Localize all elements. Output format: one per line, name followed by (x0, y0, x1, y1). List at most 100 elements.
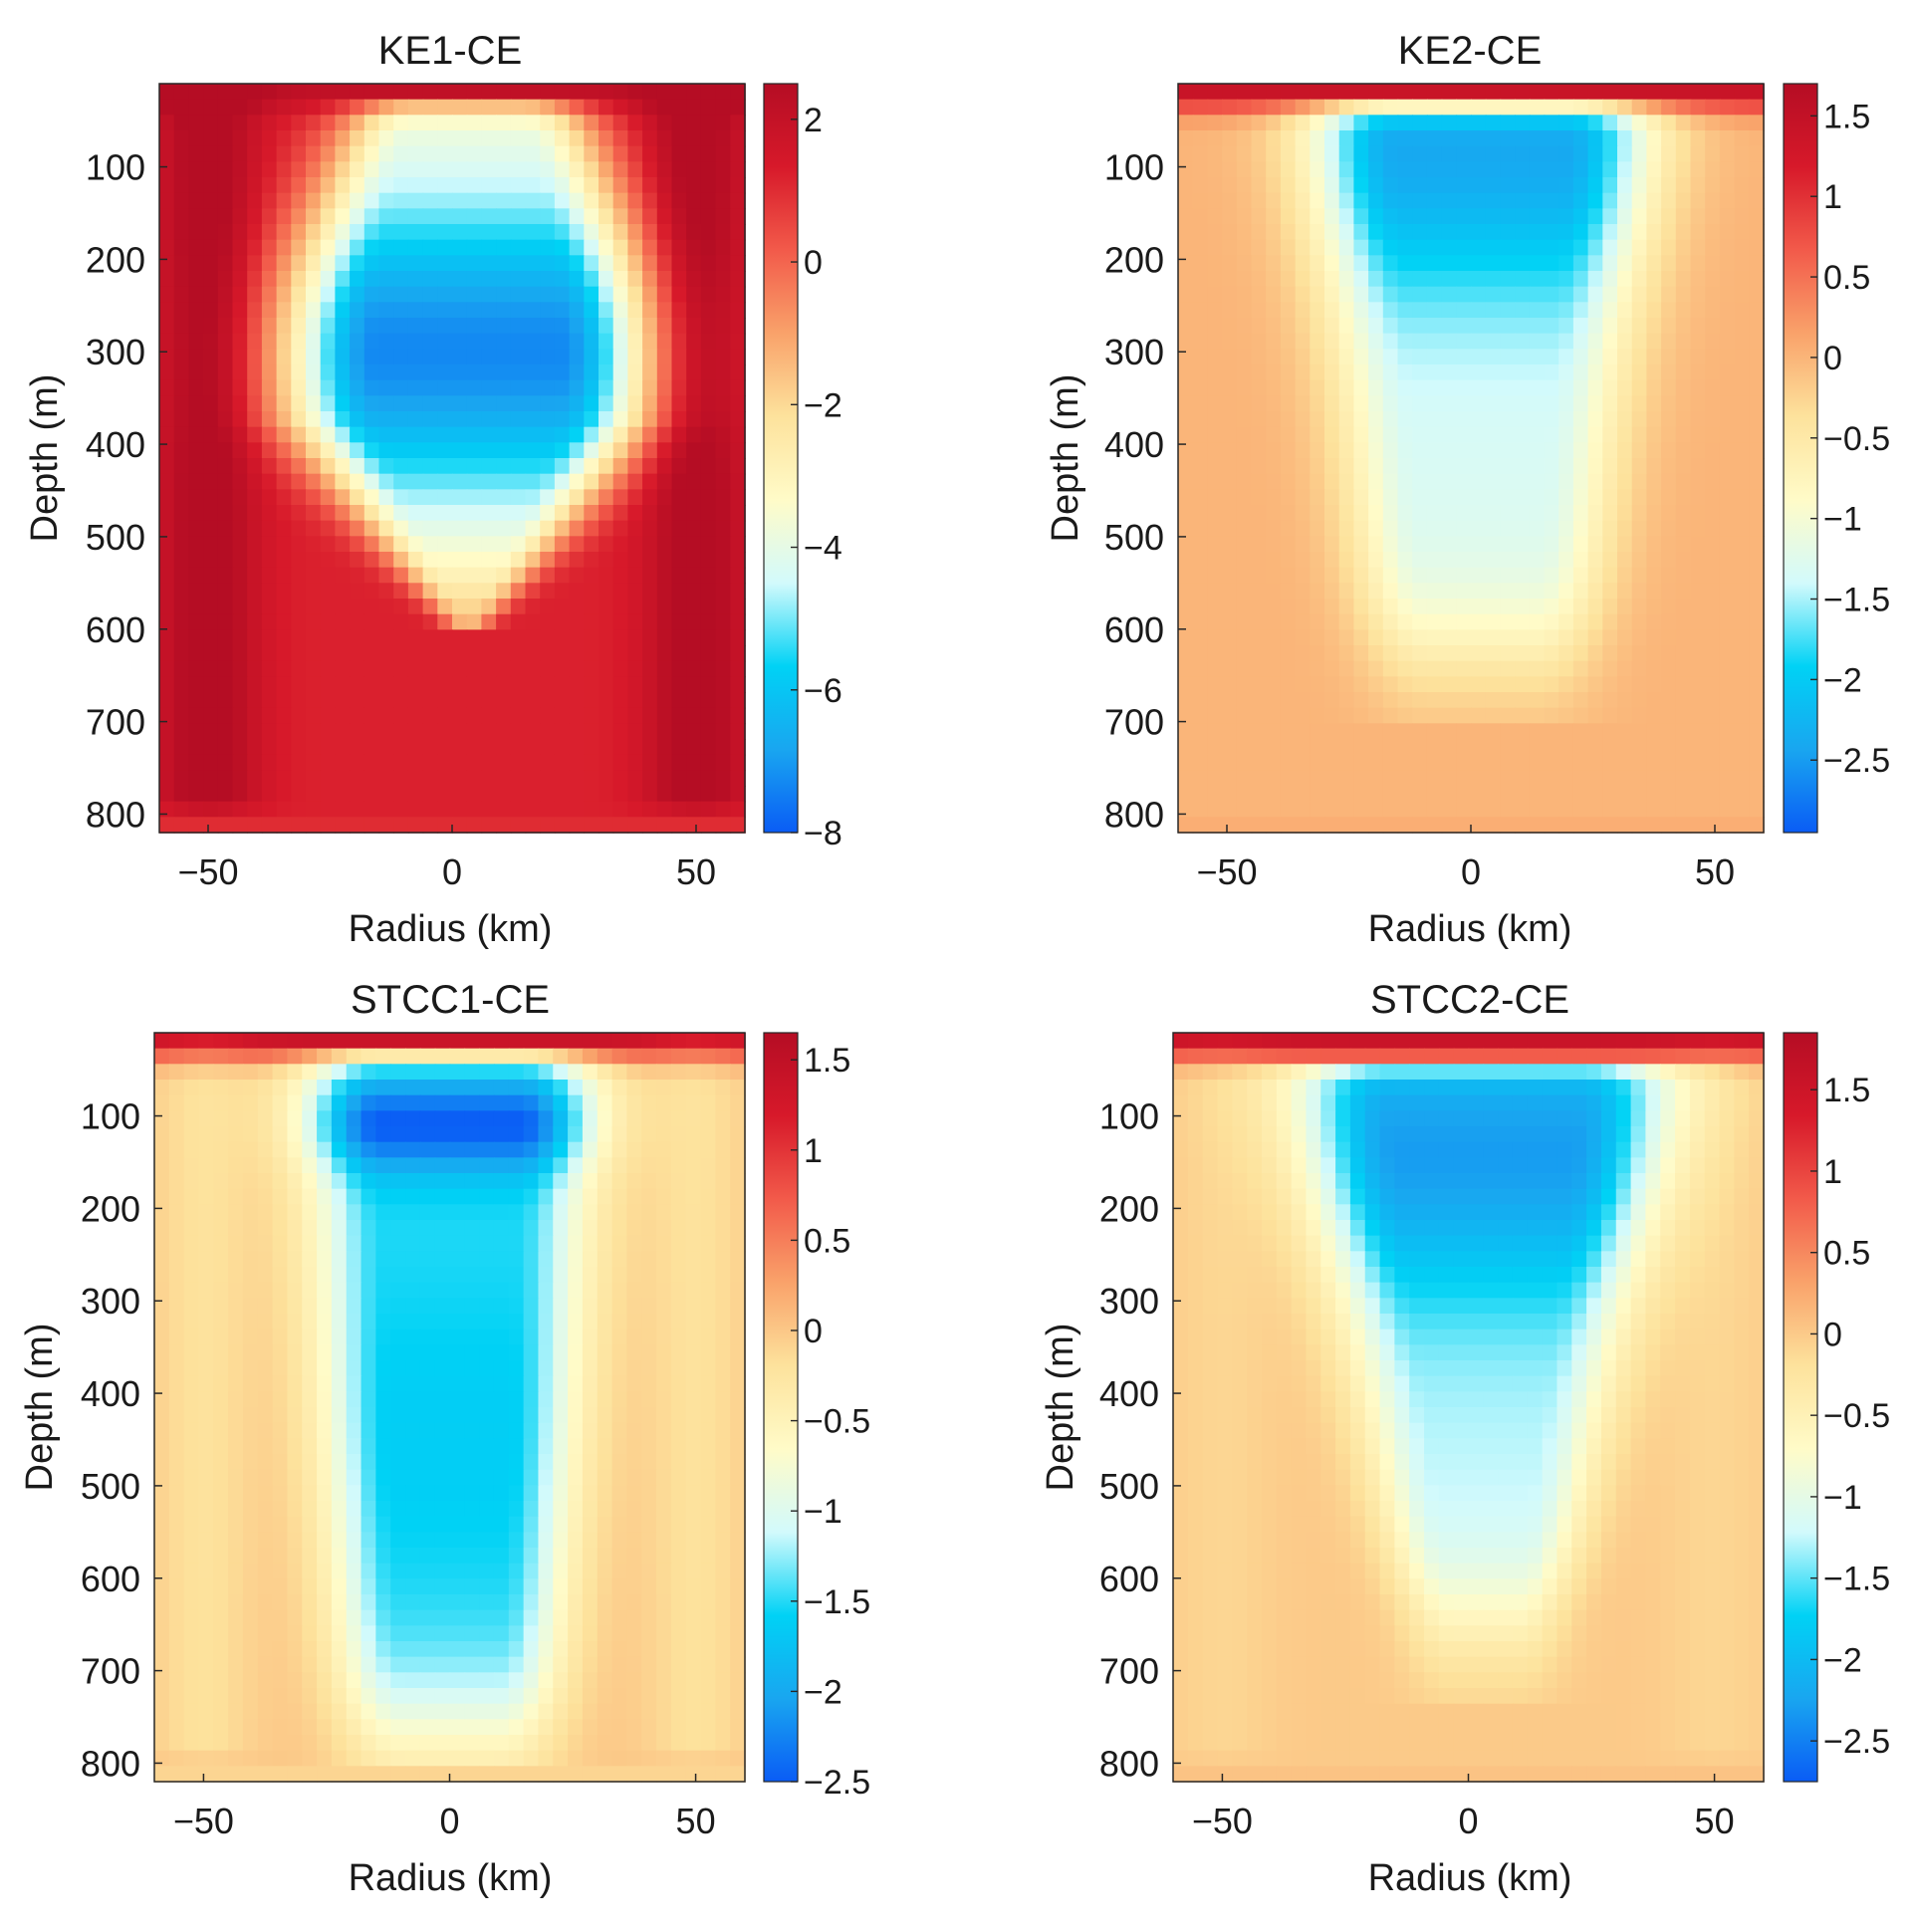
heatmap-cell (1266, 411, 1282, 428)
heatmap-cell (1734, 364, 1751, 381)
heatmap-cell (481, 723, 497, 740)
heatmap-cell (183, 1438, 200, 1455)
heatmap-cell (700, 1375, 717, 1393)
heatmap-cell (611, 1360, 628, 1377)
heatmap-cell (302, 1422, 318, 1440)
heatmap-cell (1631, 395, 1648, 412)
heatmap-cell (217, 333, 234, 351)
heatmap-cell (1456, 645, 1472, 662)
heatmap-cell (335, 660, 351, 678)
heatmap-cell (213, 1360, 229, 1377)
heatmap-cell (730, 1391, 746, 1408)
heatmap-cell (1251, 754, 1267, 772)
heatmap-cell (685, 1048, 702, 1066)
heatmap-cell (317, 1375, 333, 1393)
heatmap-cell (1441, 130, 1458, 147)
heatmap-cell (188, 613, 204, 631)
heatmap-cell (272, 1064, 289, 1081)
heatmap-cell (597, 1282, 613, 1300)
heatmap-cell (715, 1422, 731, 1440)
heatmap-cell (363, 801, 380, 819)
heatmap-cell (540, 801, 556, 819)
heatmap-cell (363, 411, 380, 428)
heatmap-cell (1310, 255, 1325, 272)
heatmap-cell (1236, 489, 1253, 506)
heatmap-cell (1192, 333, 1209, 351)
heatmap-cell (378, 364, 394, 381)
heatmap-cell (1236, 379, 1253, 397)
heatmap-cell (390, 1188, 406, 1206)
heatmap-cell (1178, 520, 1194, 538)
heatmap-cell (405, 1360, 421, 1377)
heatmap-cell (715, 458, 732, 475)
heatmap-cell (261, 411, 278, 428)
heatmap-cell (1515, 536, 1531, 553)
heatmap-cell (363, 84, 380, 101)
heatmap-cell (363, 505, 380, 522)
heatmap-cell (291, 224, 307, 241)
heatmap-cell (642, 520, 658, 538)
heatmap-cell (159, 364, 175, 381)
heatmap-cell (1690, 255, 1706, 272)
heatmap-cell (407, 629, 424, 646)
heatmap-cell (261, 613, 278, 631)
heatmap-cell (346, 1188, 362, 1206)
heatmap-cell (730, 645, 746, 662)
heatmap-cell (247, 645, 263, 662)
heatmap-cell (434, 1064, 451, 1081)
heatmap-cell (479, 1360, 495, 1377)
heatmap-cell (1236, 583, 1253, 600)
heatmap-cell (464, 1375, 480, 1393)
heatmap-cell (1353, 426, 1369, 444)
heatmap-cell (1719, 801, 1736, 819)
heatmap-cell (1544, 489, 1559, 506)
heatmap-cell (1734, 786, 1751, 803)
heatmap-cell (700, 770, 717, 787)
heatmap-cell (173, 489, 190, 506)
heatmap-cell (317, 1173, 333, 1190)
heatmap-cell (1734, 660, 1751, 678)
heatmap-cell (1529, 520, 1546, 538)
heatmap-cell (1382, 255, 1399, 272)
heatmap-cell (1368, 458, 1384, 475)
heatmap-cell (1500, 177, 1516, 194)
heatmap-cell (523, 1375, 540, 1393)
heatmap-cell (481, 333, 497, 351)
heatmap-cell (1397, 426, 1413, 444)
heatmap-cell (1412, 130, 1428, 147)
heatmap-cell (1734, 379, 1751, 397)
heatmap-cell (287, 1314, 304, 1330)
heatmap-cell (496, 145, 512, 163)
heatmap-cell (375, 1235, 392, 1253)
heatmap-cell (198, 1391, 215, 1408)
heatmap-cell (1471, 770, 1487, 787)
heatmap-cell (1572, 770, 1589, 787)
heatmap-cell (464, 1344, 480, 1361)
heatmap-cell (1646, 692, 1662, 709)
heatmap-cell (419, 1094, 436, 1112)
heatmap-cell (1368, 660, 1384, 678)
heatmap-cell (217, 613, 234, 631)
heatmap-cell (1280, 770, 1297, 787)
heatmap-cell (1705, 754, 1721, 772)
heatmap-cell (525, 520, 541, 538)
heatmap-cell (1295, 192, 1312, 210)
heatmap-cell (306, 411, 322, 428)
heatmap-cell (700, 660, 717, 678)
heatmap-cell (626, 1141, 643, 1159)
heatmap-cell (1295, 442, 1312, 459)
heatmap-cell (242, 1080, 259, 1096)
heatmap-cell (378, 786, 394, 803)
heatmap-cell (1719, 379, 1736, 397)
heatmap-cell (612, 379, 629, 397)
heatmap-cell (198, 1126, 215, 1143)
heatmap-cell (1529, 660, 1546, 678)
heatmap-cell (1719, 567, 1736, 585)
heatmap-cell (257, 1438, 274, 1455)
heatmap-cell (434, 1126, 451, 1143)
heatmap-cell (1602, 208, 1618, 225)
heatmap-cell (656, 801, 673, 819)
heatmap-cell (1441, 707, 1458, 725)
heatmap-cell (1558, 645, 1574, 662)
heatmap-cell (203, 286, 219, 304)
